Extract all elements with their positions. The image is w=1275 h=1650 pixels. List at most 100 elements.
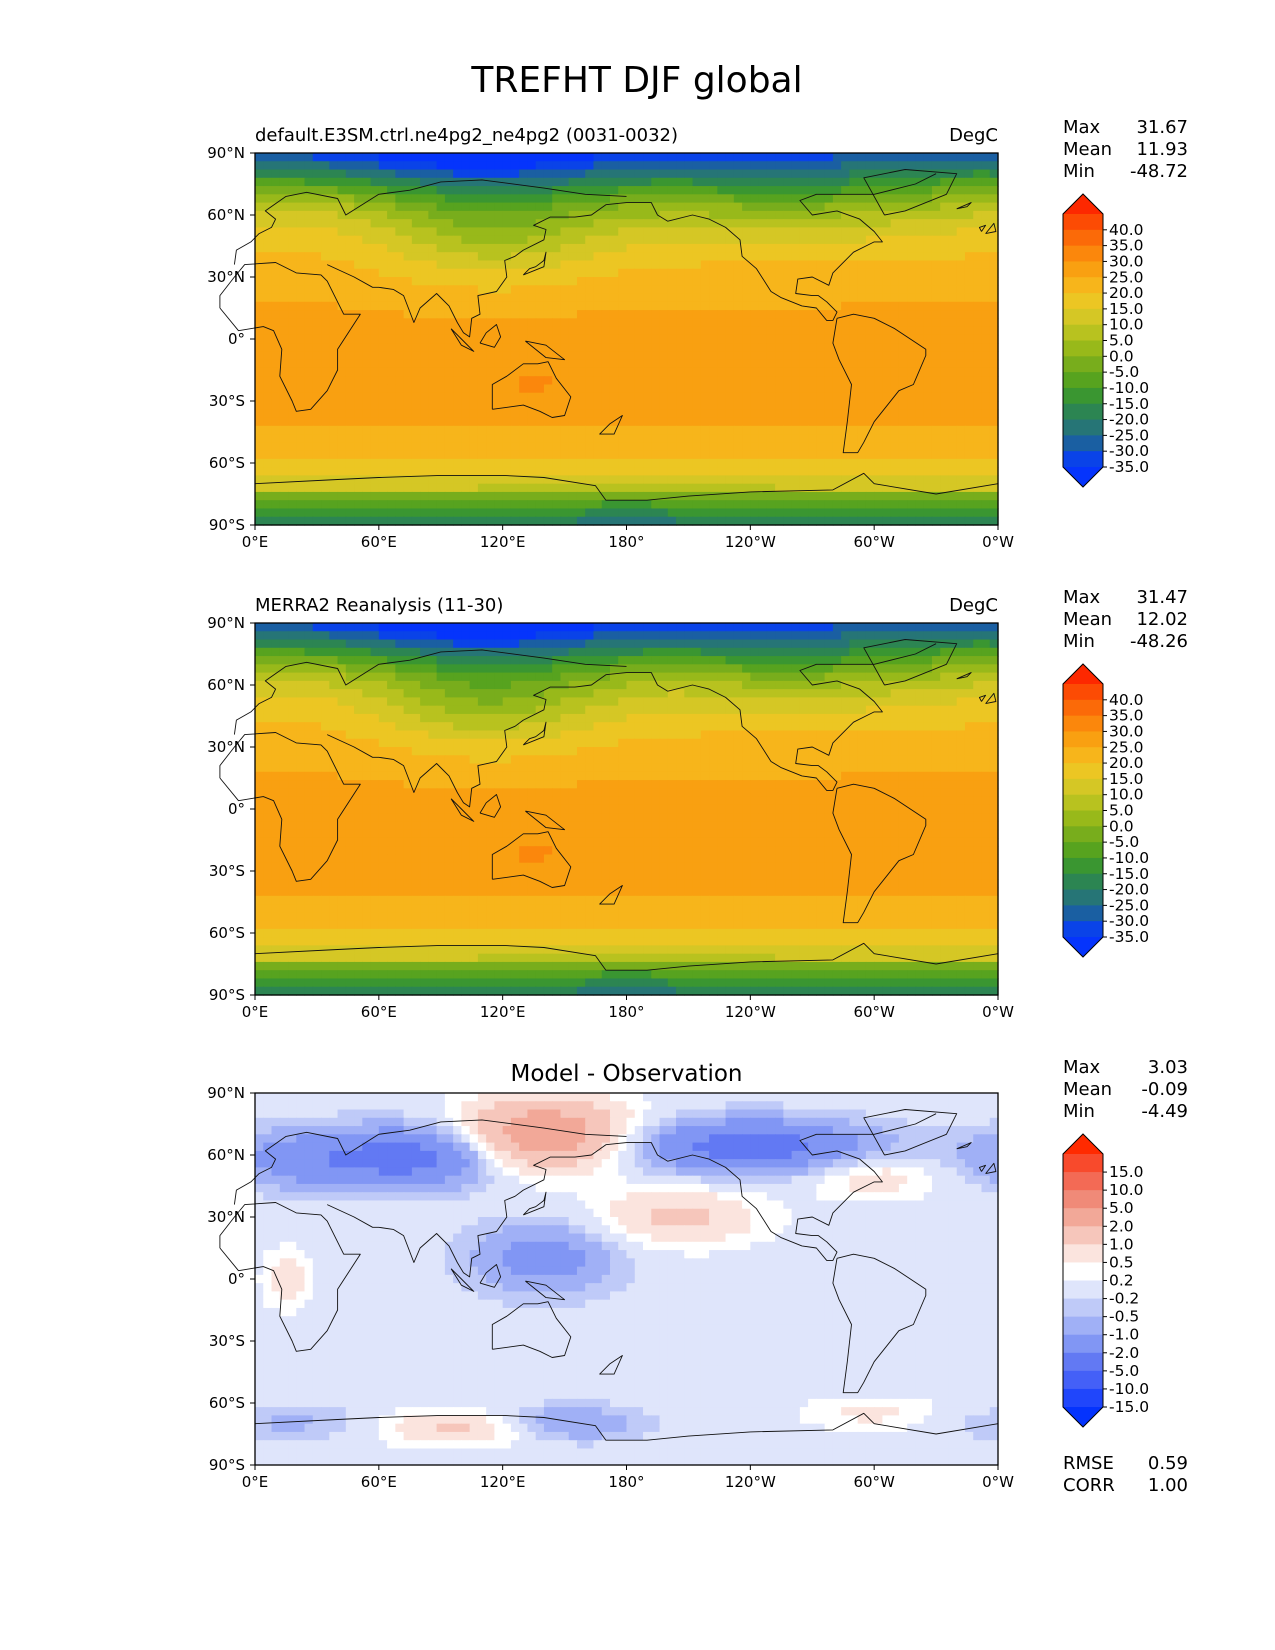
field-cell xyxy=(709,202,718,212)
field-cell xyxy=(436,210,446,220)
field-cell xyxy=(766,475,776,485)
field-cell xyxy=(535,475,545,485)
field-cell xyxy=(849,672,859,682)
field-cell xyxy=(601,392,611,402)
field-cell xyxy=(898,664,908,674)
field-cell xyxy=(378,689,388,698)
field-cell xyxy=(857,318,867,328)
field-cell xyxy=(898,401,908,410)
field-cell xyxy=(321,367,330,377)
field-cell xyxy=(808,409,817,419)
field-cell xyxy=(931,169,941,179)
field-cell xyxy=(321,210,330,220)
field-cell xyxy=(502,689,512,698)
field-cell xyxy=(882,508,892,518)
field-cell xyxy=(354,442,363,452)
field-cell xyxy=(420,243,429,253)
field-cell xyxy=(799,359,809,369)
field-cell xyxy=(345,153,355,162)
field-cell xyxy=(535,177,545,187)
field-cell xyxy=(593,260,603,270)
field-cell xyxy=(477,277,487,286)
field-cell xyxy=(915,434,925,443)
field-cell xyxy=(808,623,817,632)
field-cell xyxy=(989,623,999,632)
field-cell xyxy=(964,664,974,674)
field-cell xyxy=(824,376,834,386)
field-cell xyxy=(676,516,685,526)
field-cell xyxy=(436,359,446,369)
field-cell xyxy=(931,243,941,253)
field-cell xyxy=(378,680,388,690)
field-cell xyxy=(964,243,974,253)
field-cell xyxy=(494,351,504,361)
field-cell xyxy=(659,656,669,665)
field-cell xyxy=(989,301,999,311)
field-cell xyxy=(692,153,702,162)
field-cell xyxy=(824,392,834,402)
field-cell xyxy=(263,450,273,460)
field-cell xyxy=(948,516,958,526)
field-cell xyxy=(684,401,694,410)
field-cell xyxy=(783,367,793,377)
field-cell xyxy=(799,326,809,336)
field-cell xyxy=(973,227,983,237)
field-cell xyxy=(436,285,446,295)
field-cell xyxy=(279,285,289,295)
field-cell xyxy=(841,219,850,228)
field-cell xyxy=(651,425,661,435)
field-cell xyxy=(808,450,817,460)
field-cell xyxy=(321,194,330,204)
field-cell xyxy=(874,243,884,253)
field-cell xyxy=(535,277,545,286)
field-cell xyxy=(527,508,537,518)
field-cell xyxy=(783,153,793,162)
field-cell xyxy=(775,500,784,510)
field-cell xyxy=(354,235,363,245)
field-cell xyxy=(989,343,999,352)
field-cell xyxy=(552,285,562,295)
field-cell xyxy=(832,202,842,212)
field-cell xyxy=(692,647,702,657)
field-cell xyxy=(874,334,884,344)
field-cell xyxy=(461,367,471,377)
field-cell xyxy=(783,235,793,245)
field-cell xyxy=(378,153,388,162)
field-cell xyxy=(742,343,751,352)
field-cell xyxy=(453,186,462,195)
field-cell xyxy=(543,656,553,665)
field-cell xyxy=(791,467,801,476)
field-cell xyxy=(742,318,751,328)
field-cell xyxy=(956,425,966,435)
field-cell xyxy=(519,235,529,245)
field-cell xyxy=(502,210,512,220)
field-cell xyxy=(799,169,809,179)
field-cell xyxy=(676,334,685,344)
field-cell xyxy=(634,260,644,270)
field-cell xyxy=(651,458,661,468)
field-cell xyxy=(865,202,875,212)
field-cell xyxy=(882,334,892,344)
field-cell xyxy=(849,177,859,187)
field-cell xyxy=(304,401,314,410)
field-cell xyxy=(345,409,355,419)
field-cell xyxy=(436,425,446,435)
field-cell xyxy=(791,508,801,518)
field-cell xyxy=(444,161,454,171)
field-cell xyxy=(527,186,537,195)
field-cell xyxy=(263,186,273,195)
field-cell xyxy=(560,483,570,493)
field-cell xyxy=(783,210,793,220)
field-cell xyxy=(502,376,512,386)
field-cell xyxy=(725,219,735,228)
field-cell xyxy=(321,301,330,311)
field-cell xyxy=(527,285,537,295)
field-cell xyxy=(378,161,388,171)
field-cell xyxy=(709,434,718,443)
field-cell xyxy=(378,656,388,665)
field-cell xyxy=(882,450,892,460)
field-cell xyxy=(766,301,776,311)
field-cell xyxy=(758,177,768,187)
field-cell xyxy=(469,161,479,171)
field-cell xyxy=(585,301,595,311)
